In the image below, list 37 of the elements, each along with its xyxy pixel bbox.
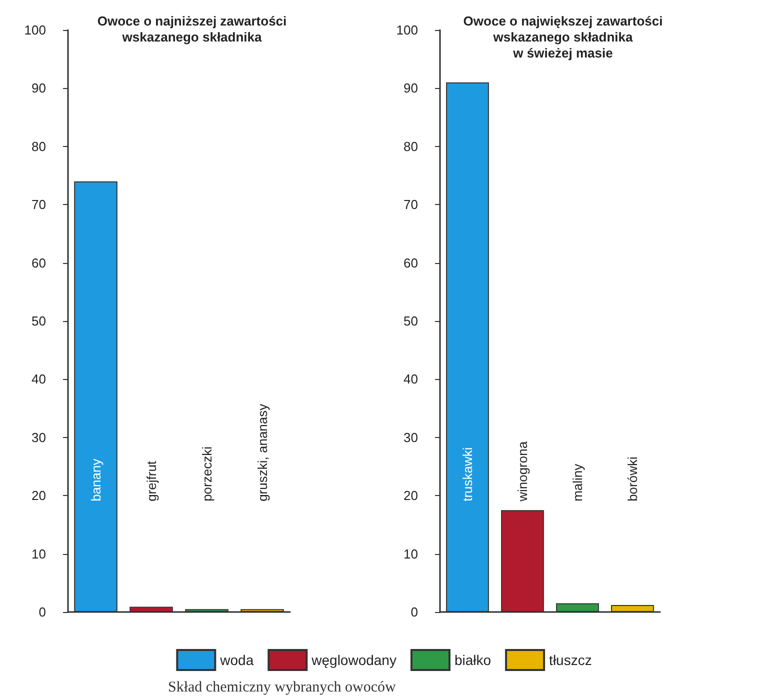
y-tick-label: 30 xyxy=(32,430,46,445)
text: Skład chemiczny wybranych owoców xyxy=(168,680,396,696)
x-tick-label: truskawki xyxy=(460,447,475,502)
y-tick-label: 60 xyxy=(404,255,418,270)
y-tick-label: 0 xyxy=(410,604,418,620)
y-tick-label: 60 xyxy=(32,255,46,270)
y-tick-label: 20 xyxy=(404,488,418,504)
y-tick-label: 70 xyxy=(32,197,46,212)
chart-title: Owoce o najniższej zawartości wskazanego składnika xyxy=(97,14,287,44)
y-tick-label: 40 xyxy=(404,372,418,387)
y-tick-label: 90 xyxy=(404,80,418,96)
x-tick-label: grejfrut xyxy=(144,460,159,502)
x-tick-label: winogrona xyxy=(515,440,530,502)
y-tick-label: 10 xyxy=(32,546,46,562)
y-tick-label: 40 xyxy=(32,372,46,387)
legend-label: woda xyxy=(219,652,254,668)
y-tick-label: 30 xyxy=(404,430,418,445)
legend-label: węglowodany xyxy=(310,652,396,668)
x-tick-label: porzeczki xyxy=(199,446,214,502)
y-tick-label: 50 xyxy=(32,314,46,328)
x-tick-label: banany xyxy=(88,458,104,502)
y-tick-label: 100 xyxy=(24,22,46,38)
chart-title: Owoce o największej zawartości wskazanego składnika w świeżej masie xyxy=(463,14,663,60)
legend-label: tłuszcz xyxy=(549,652,592,668)
y-tick-label: 0 xyxy=(38,604,46,620)
x-tick-label: gruszki, ananasy xyxy=(254,403,270,502)
y-tick-label: 70 xyxy=(404,197,418,212)
y-tick-label: 90 xyxy=(32,80,46,96)
y-tick-label: 100 xyxy=(396,22,418,38)
y-tick-label: 80 xyxy=(404,138,418,154)
x-tick-label: maliny xyxy=(570,463,585,502)
y-tick-label: 50 xyxy=(404,314,418,328)
legend-label: białko xyxy=(454,652,492,668)
x-tick-label: borówki xyxy=(625,456,640,502)
y-tick-label: 20 xyxy=(32,488,46,504)
y-tick-label: 80 xyxy=(32,138,46,154)
y-tick-label: 10 xyxy=(404,546,418,562)
